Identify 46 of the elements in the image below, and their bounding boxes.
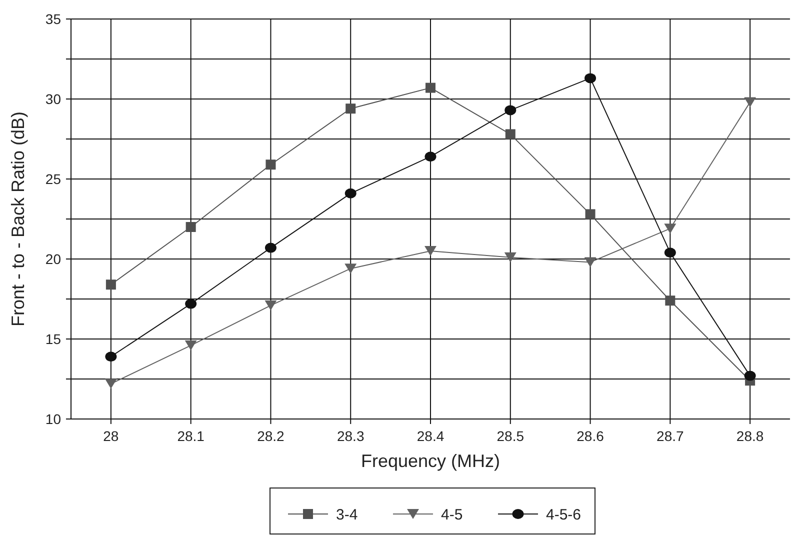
point [504, 105, 516, 116]
point [185, 298, 197, 309]
y-tick-label: 30 [45, 90, 62, 107]
x-tick-label: 28.8 [736, 428, 764, 444]
x-tick-label: 28.5 [496, 428, 524, 444]
point [424, 246, 436, 256]
y-tick-label: 10 [45, 410, 62, 427]
point [344, 264, 357, 274]
point [744, 370, 756, 381]
point [664, 224, 676, 234]
legend-label: 3-4 [336, 506, 358, 524]
point [664, 248, 676, 258]
point [505, 129, 516, 140]
legend-label: 4-5 [441, 506, 463, 524]
x-axis-title: Frequency (MHz) [360, 451, 500, 471]
point [584, 73, 596, 84]
point [424, 152, 436, 162]
point [264, 300, 277, 310]
point [184, 340, 197, 350]
point [665, 296, 676, 306]
point [426, 82, 436, 93]
y-tick-label: 15 [45, 330, 62, 347]
x-tick-label: 28.4 [416, 428, 444, 444]
y-tick-label: 25 [45, 170, 62, 187]
point [584, 257, 596, 268]
x-tick-label: 28.6 [576, 428, 604, 444]
point [105, 352, 117, 362]
x-tick-label: 28.3 [336, 428, 364, 444]
point [346, 104, 356, 114]
x-tick-label: 28.2 [257, 428, 285, 444]
y-axis-title: Front - to - Back Ratio (dB) [8, 111, 28, 327]
point [266, 160, 276, 170]
point [585, 209, 596, 220]
x-tick-label: 28.7 [656, 428, 684, 444]
y-tick-label: 35 [45, 10, 62, 27]
point [504, 252, 516, 262]
point [106, 280, 116, 290]
point [744, 97, 756, 108]
point [186, 222, 196, 232]
point [264, 242, 276, 253]
point [104, 378, 117, 389]
point [344, 188, 356, 198]
y-tick-label: 20 [45, 250, 62, 267]
x-tick-label: 28 [103, 428, 119, 444]
x-tick-label: 28.1 [177, 428, 205, 444]
legend-label: 4-5-6 [546, 506, 582, 524]
